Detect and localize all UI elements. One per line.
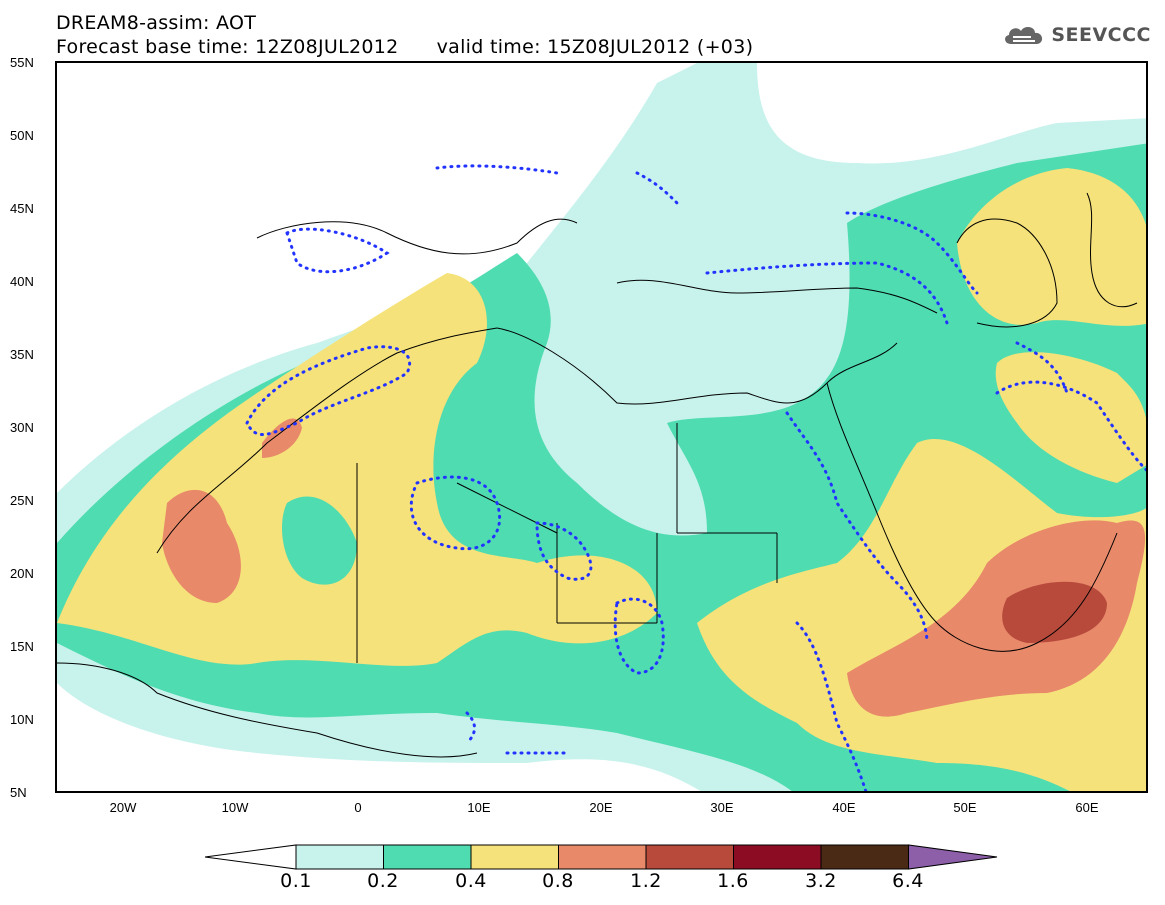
map-subtitle: Forecast base time: 12Z08JUL2012 valid t… (56, 36, 753, 58)
legend-swatch (820, 844, 909, 870)
legend-level-label: 6.4 (892, 870, 924, 892)
lat-label: 40N (10, 274, 34, 289)
lon-label: 20W (109, 800, 137, 815)
lon-label: 50E (953, 800, 977, 815)
legend-swatch (383, 844, 472, 870)
logo-text: SEEVCCC (1051, 24, 1151, 46)
aot-band-0-4-persia (995, 352, 1146, 483)
legend-level-label: 3.2 (805, 870, 837, 892)
aot-band-1-2-core (1002, 581, 1107, 643)
lon-label: 0 (354, 800, 362, 815)
legend-swatch (645, 844, 734, 870)
lon-label: 20E (589, 800, 613, 815)
lon-label: 60E (1075, 800, 1099, 815)
seevccc-logo: SEEVCCC (1001, 22, 1151, 48)
legend-over-arrow (908, 844, 998, 870)
lat-label: 10N (10, 712, 34, 727)
lon-label: 40E (832, 800, 856, 815)
legend-level-label: 0.1 (280, 870, 312, 892)
legend-swatch (558, 844, 647, 870)
title-spacer (399, 36, 437, 58)
lat-label: 35N (10, 347, 34, 362)
map-title: DREAM8-assim: AOT (56, 12, 257, 34)
legend-level-label: 0.2 (367, 870, 399, 892)
base-time-text: Forecast base time: 12Z08JUL2012 (56, 36, 399, 58)
lon-label: 10W (221, 800, 249, 815)
cloud-icon (1005, 27, 1043, 44)
lat-label: 5N (10, 785, 27, 800)
lat-label: 55N (10, 55, 34, 70)
legend-level-label: 1.2 (630, 870, 662, 892)
valid-time-text: valid time: 15Z08JUL2012 (+03) (436, 36, 754, 58)
legend-level-label: 0.4 (455, 870, 487, 892)
aot-band-0-4-caspian (957, 168, 1146, 326)
legend-under-arrow (205, 844, 297, 870)
color-legend-bar (205, 844, 998, 870)
lat-label: 25N (10, 493, 34, 508)
lat-label: 30N (10, 420, 34, 435)
map-svg (57, 63, 1146, 791)
lat-label: 20N (10, 566, 34, 581)
lat-label: 45N (10, 201, 34, 216)
lon-label: 30E (710, 800, 734, 815)
aot-band-0-8-west (162, 489, 241, 603)
legend-swatch (733, 844, 822, 870)
legend-swatch (295, 844, 384, 870)
legend-level-label: 1.6 (717, 870, 749, 892)
aot-band-0-8-east (847, 520, 1146, 717)
map-panel (55, 61, 1148, 793)
aot-hole-sahara (282, 496, 357, 585)
legend-swatch (470, 844, 559, 870)
aot-band-0-8-morocco (262, 418, 302, 458)
lat-label: 50N (10, 128, 34, 143)
dust-contours (245, 164, 1146, 791)
legend-level-label: 0.8 (542, 870, 574, 892)
lat-label: 15N (10, 639, 34, 654)
lon-label: 10E (467, 800, 491, 815)
